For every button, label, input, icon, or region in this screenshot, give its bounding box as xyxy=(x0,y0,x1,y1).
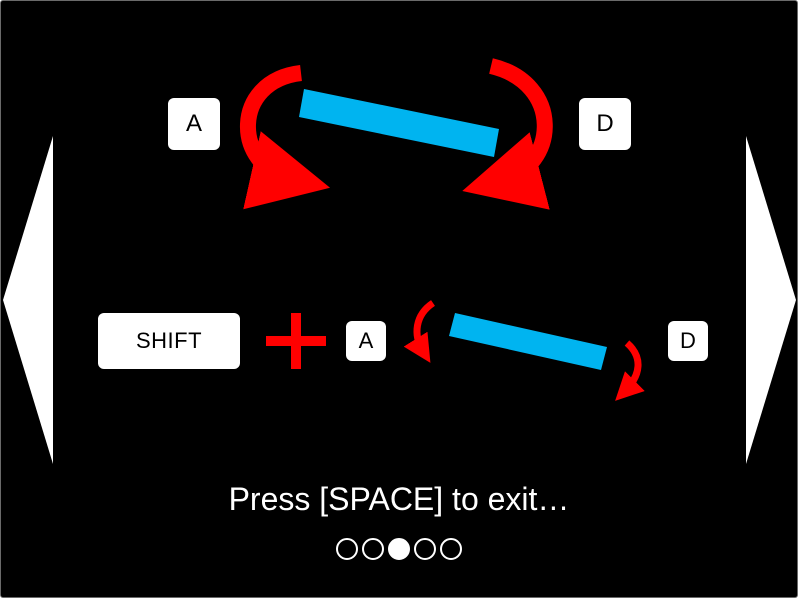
page-dot-1[interactable] xyxy=(336,538,358,560)
key-a-slow: A xyxy=(346,321,386,361)
page-indicator xyxy=(1,538,797,560)
key-d: D xyxy=(579,98,631,150)
key-d-slow: D xyxy=(668,321,708,361)
key-shift: SHIFT xyxy=(98,313,240,369)
next-page-arrow-icon[interactable] xyxy=(746,136,798,466)
page-dot-3[interactable] xyxy=(388,538,410,560)
paddle-bar-normal xyxy=(299,89,499,157)
key-a: A xyxy=(168,98,220,150)
exit-instruction: Press [SPACE] to exit… xyxy=(228,481,570,517)
page-dot-5[interactable] xyxy=(440,538,462,560)
page-dot-4[interactable] xyxy=(414,538,436,560)
rotate-cw-arrow-icon xyxy=(462,58,553,210)
rotate-ccw-arrow-icon xyxy=(240,65,331,210)
rotate-cw-small-arrow-icon xyxy=(615,340,645,401)
paddle-bar-slow xyxy=(449,313,607,370)
plus-icon xyxy=(266,313,326,369)
previous-page-arrow-icon[interactable] xyxy=(3,136,55,466)
rotate-ccw-small-arrow-icon xyxy=(403,300,436,363)
page-dot-2[interactable] xyxy=(362,538,384,560)
